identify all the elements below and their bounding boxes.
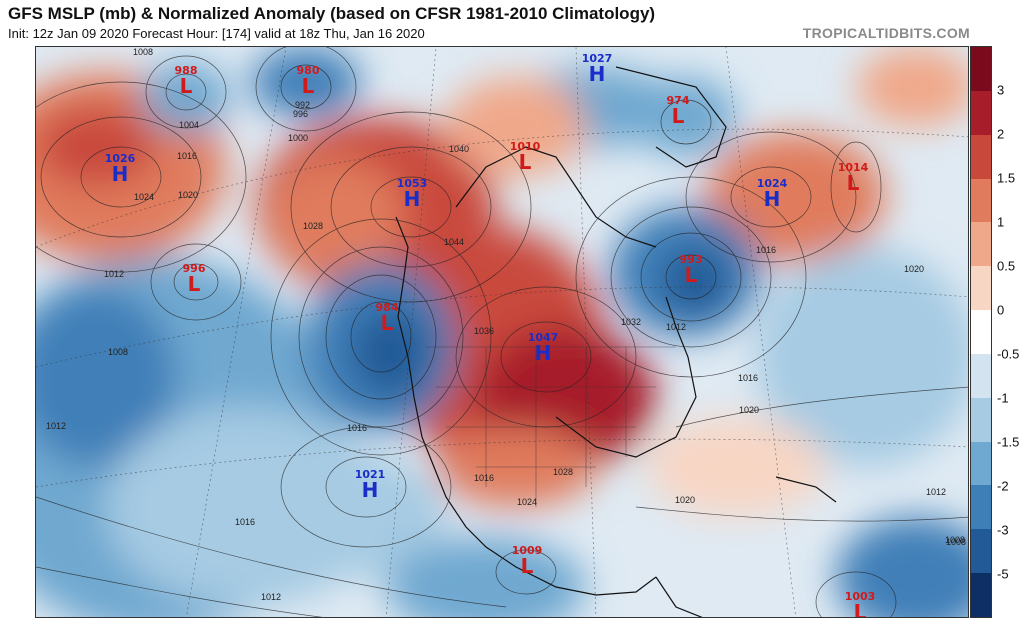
colorbar-tick-label: 0.5 — [997, 258, 1016, 274]
map-canvas — [36, 47, 968, 617]
isobar-label: 1008 — [108, 347, 129, 357]
isobar-label: 1012 — [261, 592, 282, 602]
isobar-label: 1024 — [517, 497, 538, 507]
colorbar-tick-label: 0 — [997, 302, 1005, 318]
isobar-label: 1004 — [179, 120, 200, 130]
isobar-label: 1016 — [474, 473, 495, 483]
high-pressure-system: 1021 H — [354, 468, 386, 502]
colorbar-segment — [971, 178, 991, 223]
isobar-label: 1028 — [553, 467, 574, 477]
isobar-label: 1016 — [738, 373, 759, 383]
colorbar-tick-label: 3 — [997, 82, 1005, 98]
isobar-label: 1012 — [926, 487, 947, 497]
colorbar-tick-label: 1.5 — [997, 170, 1016, 186]
colorbar-segment — [971, 573, 991, 617]
colorbar-tick-label: 1 — [997, 214, 1005, 230]
isobar-label: 1000 — [288, 133, 309, 143]
high-pressure-system: 1047 H — [527, 331, 559, 365]
colorbar-segment — [971, 310, 991, 354]
isobar-label: 1028 — [303, 221, 324, 231]
colorbar-segment — [971, 441, 991, 486]
isobar-label: 1032 — [621, 317, 642, 327]
chart-subtitle: Init: 12z Jan 09 2020 Forecast Hour: [17… — [8, 26, 425, 41]
isobar-label: 1008 — [133, 47, 154, 57]
isobar-label: 1016 — [347, 423, 368, 433]
colorbar-segment — [971, 485, 991, 530]
credit-watermark: TROPICALTIDBITS.COM — [802, 25, 970, 41]
isobar-label: 1012 — [666, 322, 687, 332]
isobar-label: 1024 — [134, 192, 155, 202]
isobar-label: 1016 — [756, 245, 777, 255]
low-pressure-system: 1003 L — [844, 590, 876, 618]
low-pressure-system: 1009 L — [511, 544, 543, 578]
isobar-label: 1020 — [675, 495, 696, 505]
colorbar-segment — [971, 397, 991, 442]
colorbar-tick-label: -1 — [997, 390, 1009, 406]
isobar-label: 1020 — [178, 190, 199, 200]
anomaly-map: 988 L 980 L 1027 H 974 L 1026 H 1010 L 1053 H 1… — [35, 46, 969, 618]
colorbar-segment — [971, 529, 991, 574]
colorbar-tick-label: -2 — [997, 478, 1009, 494]
high-pressure-system: 1053 H — [396, 177, 428, 211]
anomaly-colorbar — [970, 46, 992, 618]
high-pressure-system: 1027 H — [581, 52, 613, 86]
colorbar-tick-label: -5 — [997, 566, 1009, 582]
isobar-label: 1012 — [104, 269, 125, 279]
colorbar-tick-label: 2 — [997, 126, 1005, 142]
colorbar-segment — [971, 134, 991, 179]
isobar-label: 1012 — [46, 421, 67, 431]
isobar-label: 1044 — [444, 237, 465, 247]
low-pressure-system: 1014 L — [837, 161, 869, 195]
colorbar-tick-label: -3 — [997, 522, 1009, 538]
colorbar-segment — [971, 47, 991, 91]
colorbar-segment — [971, 353, 991, 398]
isobar-label: 996 — [293, 109, 309, 119]
colorbar-segment — [971, 90, 991, 135]
low-pressure-system: 980 L — [296, 64, 320, 98]
graticule — [36, 47, 968, 617]
high-pressure-system: 1026 H — [104, 152, 136, 186]
isobar-label: 1016 — [177, 151, 198, 161]
isobar-label: 1008 — [946, 537, 967, 547]
isobar-label: 1020 — [739, 405, 760, 415]
isobars — [36, 47, 968, 617]
isobar-label: 1008 — [945, 535, 966, 545]
low-pressure-system: 1010 L — [509, 140, 541, 174]
low-pressure-system: 993 L — [679, 253, 703, 287]
isobar-label: 1016 — [235, 517, 256, 527]
colorbar-tick-label: -1.5 — [997, 434, 1020, 450]
state-borders — [426, 346, 676, 507]
low-pressure-system: 974 L — [666, 94, 690, 128]
high-pressure-system: 1024 H — [756, 177, 788, 211]
low-pressure-system: 988 L — [174, 64, 198, 98]
colorbar-segment — [971, 222, 991, 267]
colorbar-tick-label: -0.5 — [997, 346, 1020, 362]
isobar-label: 1020 — [904, 264, 925, 274]
isobar-label: 992 — [295, 100, 311, 110]
colorbar-segment — [971, 266, 991, 311]
coastlines — [395, 66, 837, 617]
isobar-label: 1036 — [474, 326, 495, 336]
isobar-label: 1040 — [449, 144, 470, 154]
low-pressure-system: 984 L — [375, 301, 399, 335]
chart-title: GFS MSLP (mb) & Normalized Anomaly (base… — [8, 4, 656, 23]
low-pressure-system: 996 L — [182, 262, 206, 296]
